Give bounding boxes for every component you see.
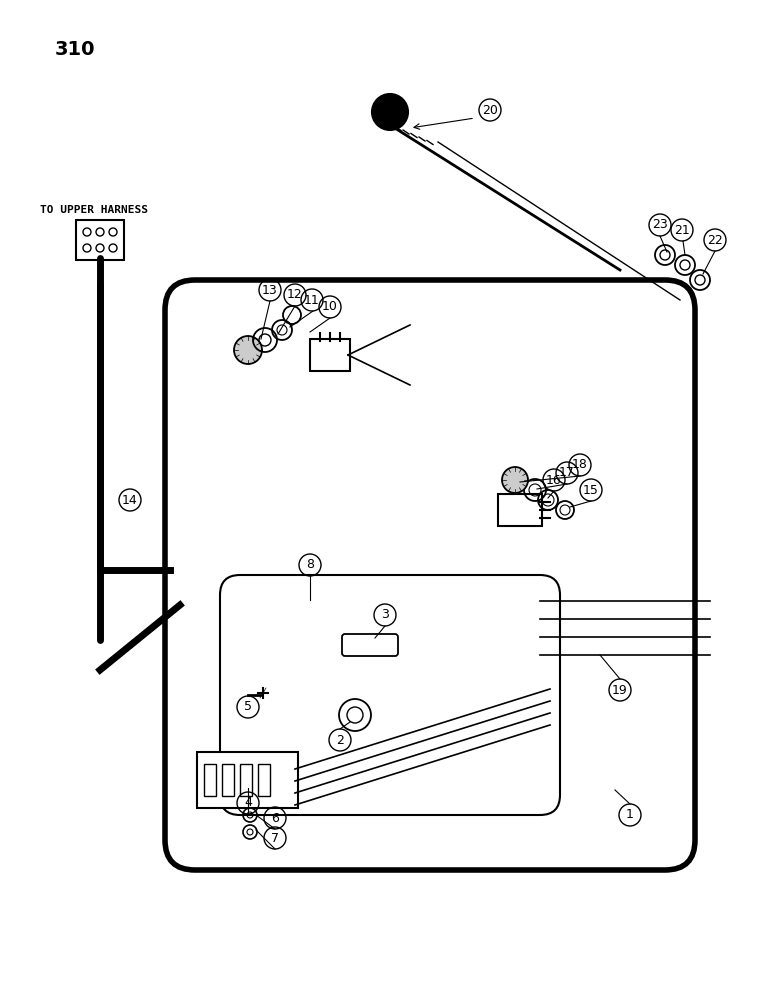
- FancyBboxPatch shape: [342, 634, 398, 656]
- Text: 3: 3: [381, 608, 389, 621]
- Circle shape: [502, 467, 528, 493]
- Text: 19: 19: [612, 684, 628, 696]
- Text: 16: 16: [546, 474, 562, 487]
- Circle shape: [234, 336, 262, 364]
- Text: 22: 22: [707, 233, 723, 246]
- Text: TO UPPER HARNESS: TO UPPER HARNESS: [40, 205, 148, 215]
- Text: 10: 10: [322, 300, 338, 314]
- Text: 1: 1: [626, 808, 634, 822]
- Circle shape: [372, 94, 408, 130]
- FancyBboxPatch shape: [197, 752, 298, 808]
- FancyBboxPatch shape: [240, 764, 252, 796]
- Text: 20: 20: [482, 104, 498, 116]
- FancyBboxPatch shape: [310, 339, 350, 371]
- Text: 8: 8: [306, 558, 314, 572]
- Text: 12: 12: [287, 288, 303, 302]
- Text: 4: 4: [244, 796, 252, 810]
- FancyBboxPatch shape: [204, 764, 216, 796]
- Text: 7: 7: [271, 832, 279, 844]
- Text: 2: 2: [336, 734, 344, 746]
- FancyBboxPatch shape: [498, 494, 542, 526]
- Text: 18: 18: [572, 458, 588, 472]
- Text: 310: 310: [55, 40, 95, 59]
- Text: 23: 23: [652, 219, 668, 232]
- Text: 11: 11: [304, 294, 320, 306]
- Text: 21: 21: [674, 224, 690, 236]
- Text: 6: 6: [271, 812, 279, 824]
- Text: 5: 5: [244, 700, 252, 714]
- Text: 15: 15: [583, 484, 599, 496]
- FancyBboxPatch shape: [222, 764, 234, 796]
- Text: 14: 14: [122, 493, 138, 506]
- FancyBboxPatch shape: [258, 764, 270, 796]
- Text: 13: 13: [262, 284, 278, 296]
- Text: 17: 17: [559, 466, 575, 480]
- FancyBboxPatch shape: [76, 220, 124, 260]
